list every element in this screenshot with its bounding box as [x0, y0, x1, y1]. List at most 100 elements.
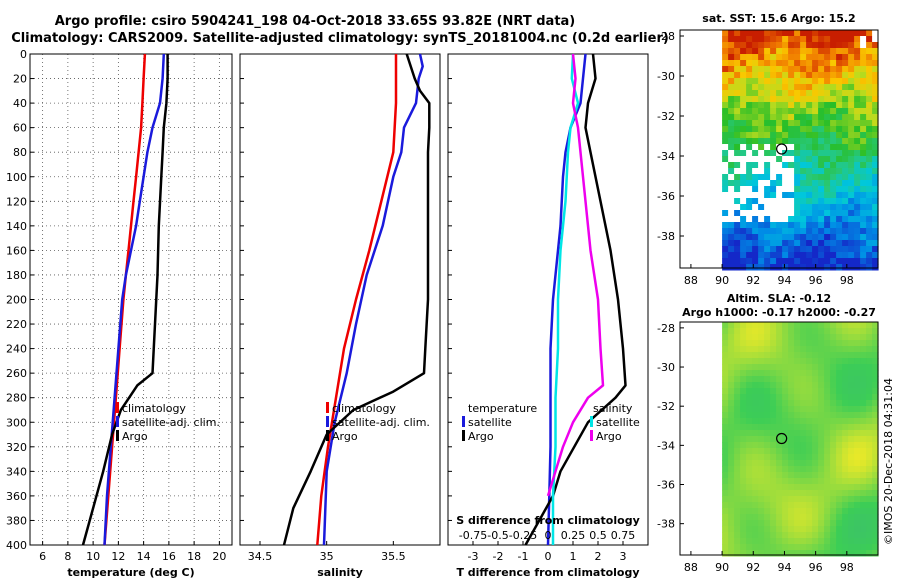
map-cell	[758, 120, 765, 127]
map-cell	[830, 508, 837, 515]
map-cell	[818, 466, 825, 473]
map-cell	[830, 246, 837, 253]
map-cell	[842, 78, 849, 85]
map-cell	[812, 376, 819, 383]
map-cell	[764, 544, 771, 551]
map-cell	[836, 36, 843, 43]
map-cell	[758, 186, 765, 193]
map-cell	[776, 430, 783, 437]
map-cell	[794, 460, 801, 467]
map-cell	[824, 246, 831, 253]
map-cell	[866, 264, 873, 271]
map-cell	[836, 150, 843, 157]
map-cell	[872, 412, 879, 419]
map-cell	[740, 138, 747, 145]
map-cell	[770, 222, 777, 229]
map-cell	[824, 30, 831, 37]
map-cell	[854, 370, 861, 377]
map-cell	[830, 328, 837, 335]
map-cell	[824, 186, 831, 193]
map-cell	[746, 514, 753, 521]
map-cell	[758, 90, 765, 97]
map-cell	[830, 258, 837, 265]
map-cell	[788, 550, 795, 557]
map-cell	[764, 192, 771, 199]
map-cell	[836, 484, 843, 491]
map-cell	[806, 252, 813, 259]
map-cell	[854, 502, 861, 509]
map-cell	[764, 496, 771, 503]
map-cell	[758, 526, 765, 533]
map-cell	[746, 174, 753, 181]
map-cell	[860, 328, 867, 335]
map-cell	[722, 222, 729, 229]
map-cell	[740, 156, 747, 163]
map-cell	[764, 520, 771, 527]
xtick-label: 10	[86, 550, 100, 563]
map-cell	[806, 102, 813, 109]
map-cell	[740, 382, 747, 389]
map-cell	[836, 430, 843, 437]
map-cell	[800, 102, 807, 109]
map-cell	[728, 388, 735, 395]
map-cell	[788, 430, 795, 437]
map-cell	[770, 216, 777, 223]
map-cell	[872, 144, 879, 151]
map-cell	[800, 448, 807, 455]
map-cell	[854, 252, 861, 259]
map-cell	[788, 204, 795, 211]
legend-label: climatology	[332, 402, 396, 415]
map-cell	[848, 30, 855, 37]
map-cell	[848, 204, 855, 211]
map-cell	[752, 442, 759, 449]
map-cell	[746, 72, 753, 79]
map-cell	[830, 430, 837, 437]
map-cell	[728, 514, 735, 521]
map-cell	[728, 48, 735, 55]
map-cell	[752, 334, 759, 341]
map-cell	[800, 538, 807, 545]
map-cell	[752, 162, 759, 169]
map-cell	[794, 42, 801, 49]
map-cell	[734, 370, 741, 377]
map-cell	[758, 346, 765, 353]
map-cell	[728, 228, 735, 235]
map-cell	[842, 48, 849, 55]
map-cell	[788, 424, 795, 431]
map-cell	[854, 108, 861, 115]
map-cell	[722, 376, 729, 383]
map-cell	[788, 258, 795, 265]
map-cell	[848, 424, 855, 431]
map-cell	[722, 144, 729, 151]
map-cell	[848, 246, 855, 253]
map-cell	[848, 96, 855, 103]
map-cell	[758, 352, 765, 359]
map-cell	[800, 138, 807, 145]
map-cell	[848, 198, 855, 205]
map-cell	[740, 162, 747, 169]
map-cell	[794, 96, 801, 103]
map-cell	[740, 228, 747, 235]
map-cell	[782, 138, 789, 145]
map-cell	[770, 454, 777, 461]
map-cell	[806, 370, 813, 377]
map-cell	[758, 66, 765, 73]
map-cell	[800, 466, 807, 473]
map-cell	[740, 424, 747, 431]
map-cell	[866, 484, 873, 491]
map-cell	[734, 246, 741, 253]
map-cell	[782, 72, 789, 79]
map-cell	[788, 36, 795, 43]
map-cell	[722, 550, 729, 557]
ytick-label: 240	[6, 343, 27, 356]
map-cell	[734, 48, 741, 55]
map-cell	[746, 508, 753, 515]
map-cell	[740, 484, 747, 491]
map-cell	[872, 496, 879, 503]
map-cell	[800, 264, 807, 271]
map-cell	[842, 138, 849, 145]
map-cell	[812, 448, 819, 455]
map-cell	[782, 204, 789, 211]
map-cell	[752, 430, 759, 437]
map-cell	[776, 340, 783, 347]
